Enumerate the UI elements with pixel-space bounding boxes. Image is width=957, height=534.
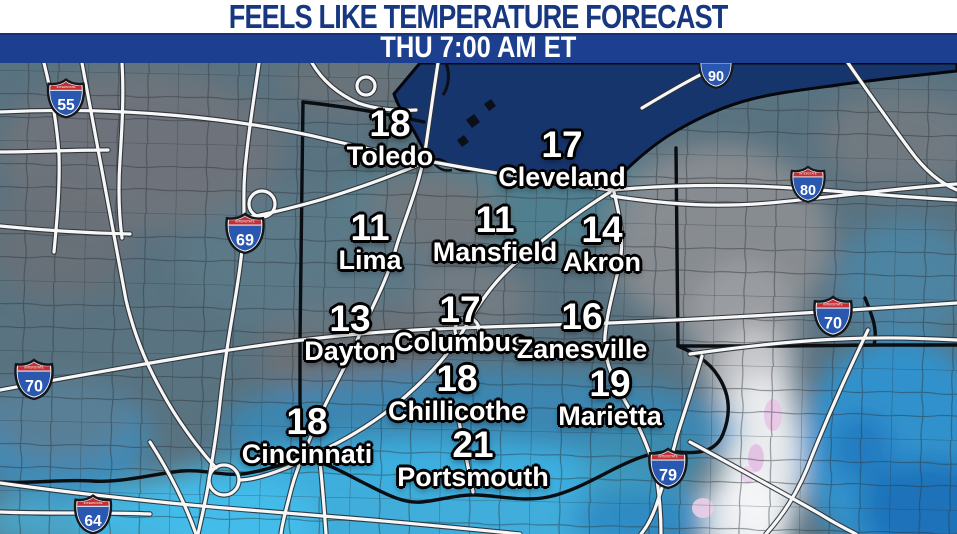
shield-number: 55 [57, 97, 75, 114]
interstate-micro-label: INTERSTATE [658, 455, 678, 459]
city-label-akron: 14 Akron [562, 209, 642, 278]
shield-number: 90 [708, 69, 724, 85]
city-name: Mansfield [432, 237, 558, 268]
city-label-cleveland: 17 Cleveland [498, 124, 626, 193]
city-label-portsmouth: 21 Portsmouth [397, 424, 549, 493]
pennsylvania-south-border [676, 343, 957, 348]
temp-value: 18 [369, 103, 411, 144]
interstate-70-east-shield: INTERSTATE 70 [814, 297, 852, 337]
city-name: Toledo [346, 141, 434, 172]
city-label-chillicothe: 18 Chillicothe [387, 358, 527, 427]
ohio-michigan-border [301, 100, 426, 124]
city-label-lima: 11 Lima [338, 207, 402, 276]
shield-number: 70 [25, 377, 43, 395]
shield-number: 64 [84, 513, 102, 530]
interstate-shields: INTERSTATE 55 INTERSTATE 69 INTERSTATE 9… [15, 63, 852, 534]
city-name: Chillicothe [387, 396, 527, 427]
city-label-mansfield: 11 Mansfield [432, 199, 558, 268]
temp-value: 11 [475, 199, 515, 240]
temp-value: 19 [589, 363, 631, 404]
interstate-79-shield: INTERSTATE 79 [649, 449, 687, 489]
interstate-micro-label: INTERSTATE [57, 85, 76, 89]
interstate-55-shield: INTERSTATE 55 [48, 80, 85, 119]
city-name: Portsmouth [397, 462, 549, 493]
city-name: Cincinnati [241, 439, 373, 470]
interstate-micro-label: INTERSTATE [799, 172, 817, 176]
shield-number: 79 [659, 466, 677, 484]
interstate-micro-label: INTERSTATE [235, 220, 255, 224]
lake-island [484, 99, 496, 111]
temp-value: 14 [581, 209, 623, 250]
datetime-banner: THU 7:00 AM ET [0, 33, 957, 63]
weather-map: INTERSTATE 55 INTERSTATE 69 INTERSTATE 9… [0, 63, 957, 534]
interstate-64-shield: INTERSTATE 64 [75, 496, 112, 534]
city-name: Zanesville [516, 334, 648, 365]
temp-value: 17 [439, 289, 481, 330]
interstate-69-shield: INTERSTATE 69 [226, 214, 264, 254]
city-label-cincinnati: 18 Cincinnati [241, 401, 373, 470]
city-label-toledo: 18 Toledo [346, 103, 434, 172]
lake-island [466, 114, 480, 128]
ohio-pennsylvania-border [674, 146, 680, 348]
datetime-label: THU 7:00 AM ET [380, 33, 577, 63]
state-borders [0, 100, 957, 504]
interstate-micro-label: INTERSTATE [823, 303, 843, 307]
temp-value: 11 [350, 207, 390, 248]
ohio-river-border [0, 344, 730, 504]
interstate-80-shield: INTERSTATE 80 [791, 167, 825, 203]
detroit-river [441, 63, 450, 96]
interstate-micro-label: INTERSTATE [84, 501, 103, 505]
interstate-90-shield: INTERSTATE 90 [699, 63, 733, 89]
temp-value: 16 [561, 296, 603, 337]
city-name: Columbus [394, 327, 526, 358]
city-label-columbus: 17 Columbus [394, 289, 526, 358]
city-label-zanesville: 16 Zanesville [516, 296, 648, 365]
temp-value: 21 [452, 424, 494, 465]
city-name: Lima [338, 245, 402, 276]
ohio-indiana-border [298, 100, 305, 454]
shield-number: 69 [236, 231, 254, 249]
city-name: Dayton [304, 336, 396, 367]
temp-value: 18 [436, 358, 478, 399]
shield-number: 70 [824, 314, 842, 332]
city-name: Akron [562, 247, 642, 278]
city-label-dayton: 13 Dayton [304, 298, 396, 367]
city-label-marietta: 19 Marietta [558, 363, 662, 432]
lake-island [457, 135, 469, 147]
city-name: Cleveland [498, 162, 626, 193]
river-wiggle [863, 296, 877, 347]
title-bar: FEELS LIKE TEMPERATURE FORECAST [0, 0, 957, 33]
shield-number: 80 [800, 183, 816, 199]
interstate-micro-label: INTERSTATE [24, 366, 44, 370]
interstate-70-west-shield: INTERSTATE 70 [15, 360, 53, 400]
temp-value: 17 [541, 124, 583, 165]
temp-value: 13 [329, 298, 371, 339]
temp-value: 18 [286, 401, 328, 442]
page-title: FEELS LIKE TEMPERATURE FORECAST [229, 0, 729, 33]
city-name: Marietta [558, 401, 662, 432]
